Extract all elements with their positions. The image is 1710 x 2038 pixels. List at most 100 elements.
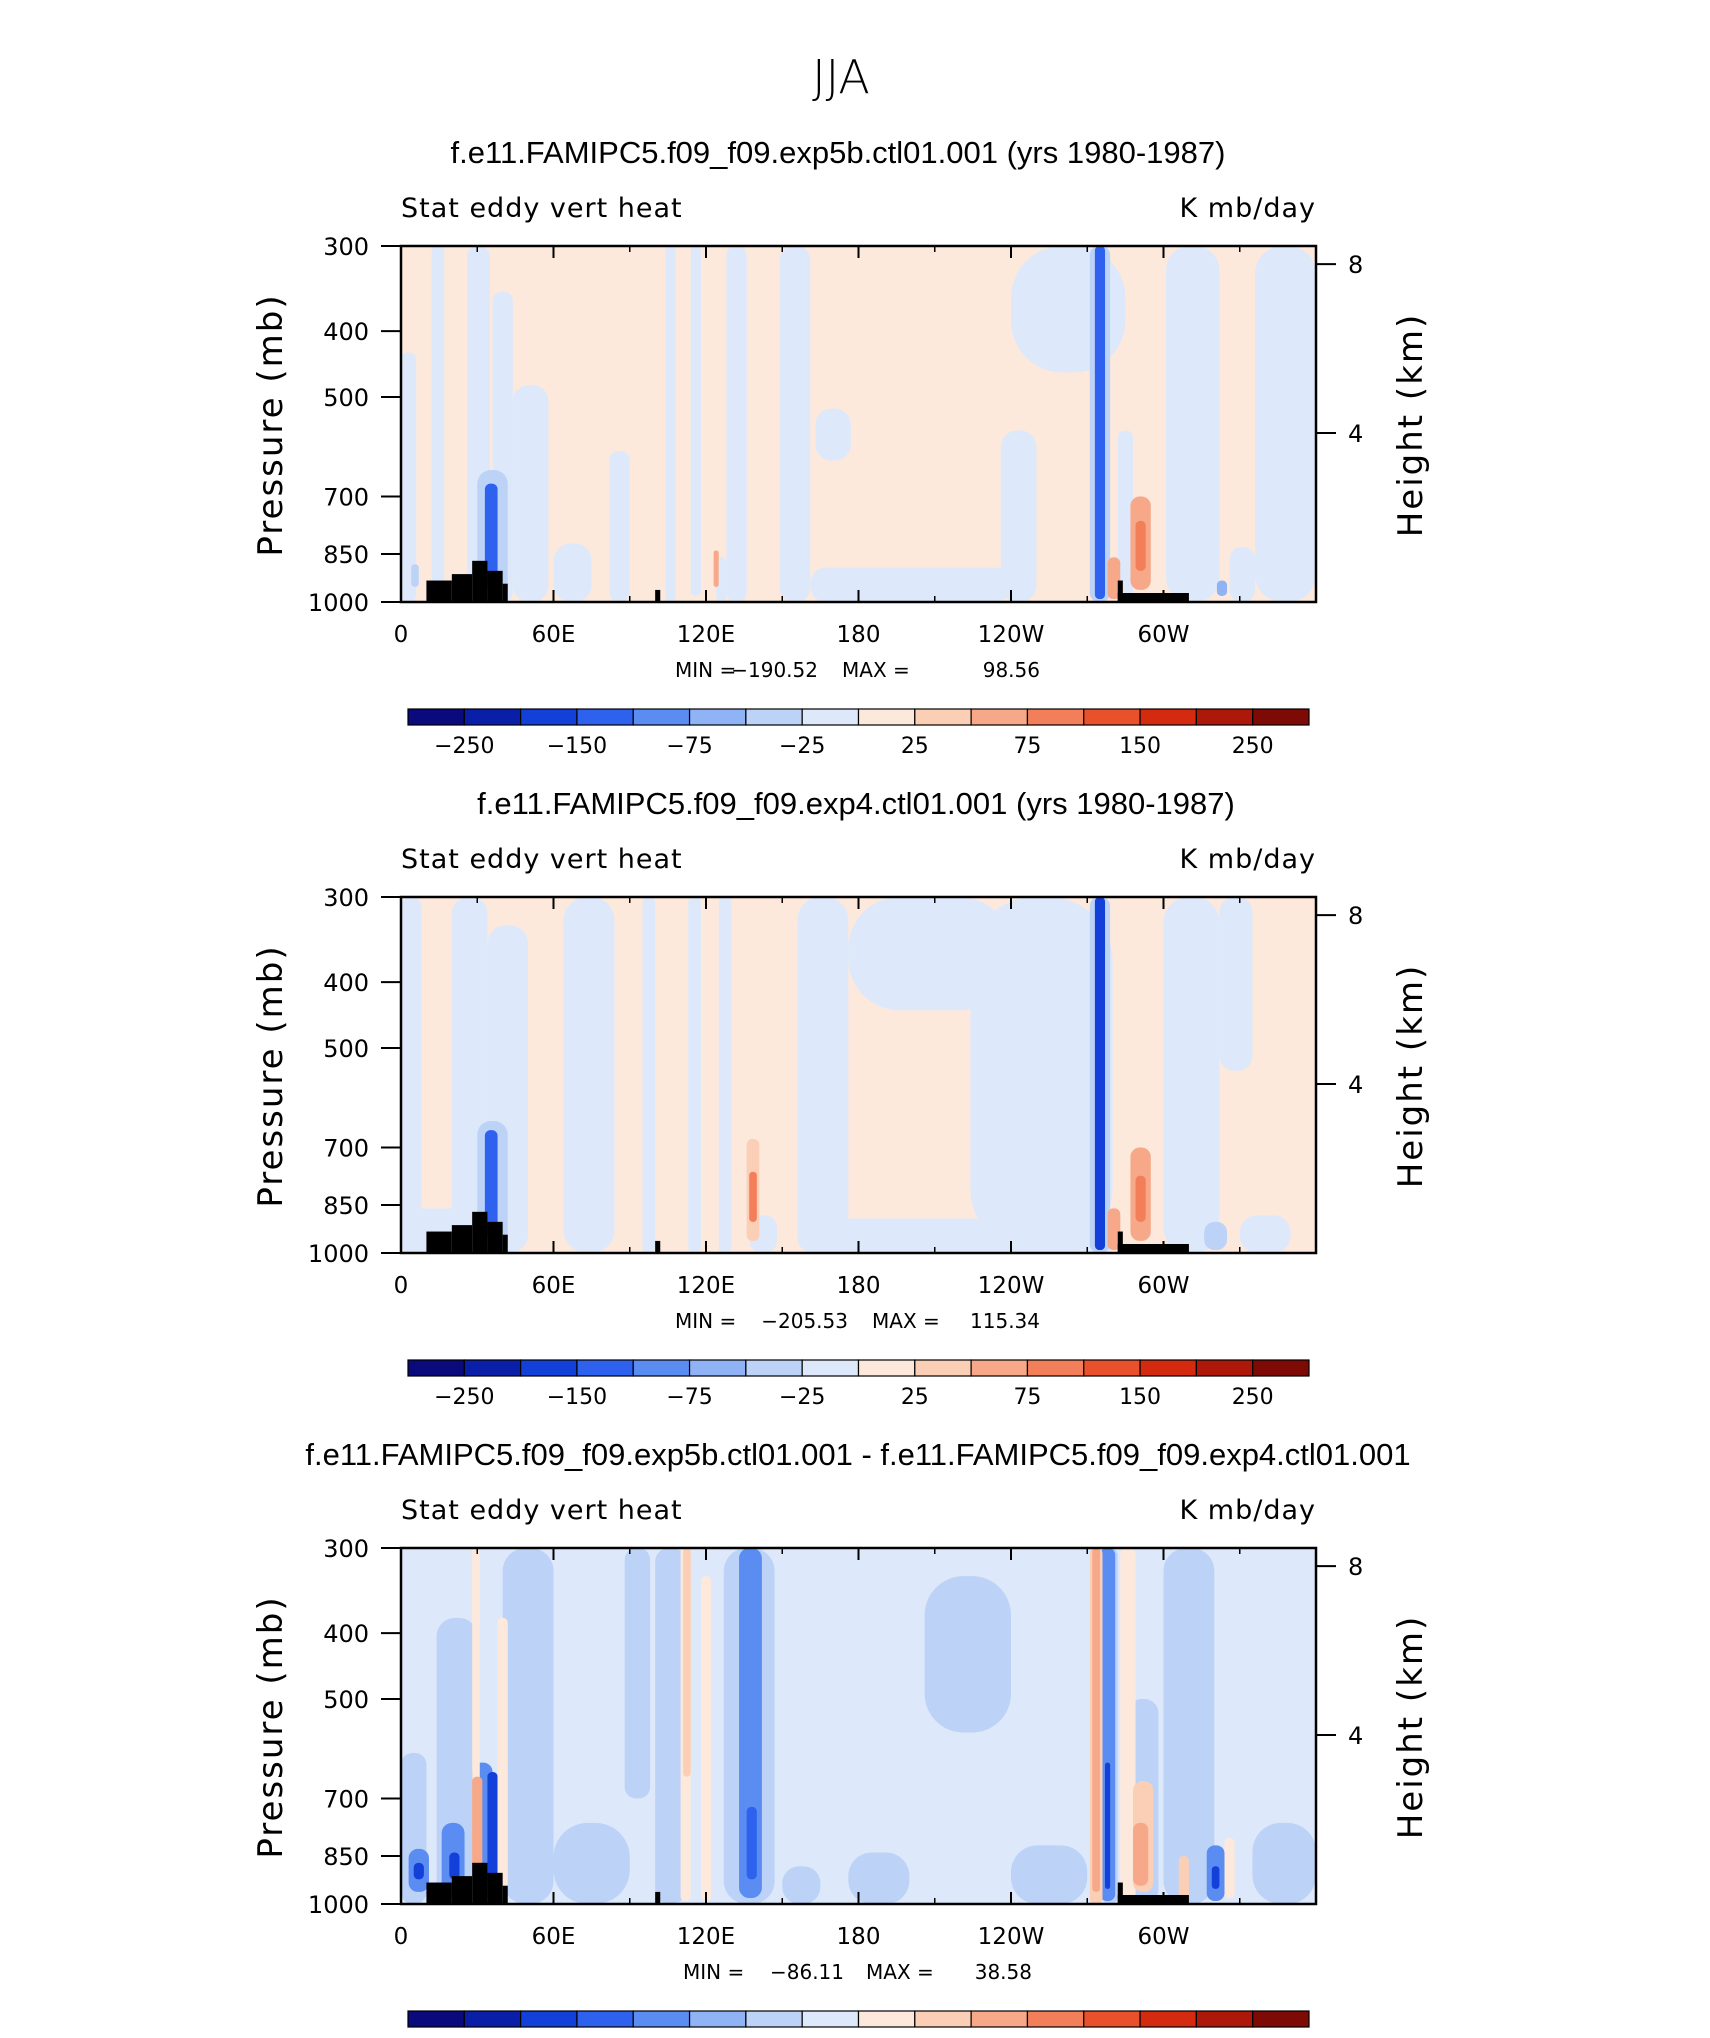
x-tick-label: 60E [532,1273,576,1299]
stats-min-value: −205.53 [761,1309,848,1333]
colorbar-label: 25 [901,1385,929,1410]
contour-patch [782,1866,821,1904]
contour-patch [1120,1548,1136,1904]
left-label: Stat eddy vert heat [401,193,683,224]
y-tick-label: 400 [323,969,369,997]
contour-patch [1094,246,1106,600]
topography [655,1240,661,1253]
panel-title: f.e11.FAMIPC5.f09_f09.exp5b.ctl01.001 - … [305,1437,1410,1472]
x-tick-label: 120E [677,622,735,648]
colorbar-box [1083,2010,1141,2028]
contour-patch [1204,1221,1228,1251]
colorbar-label: 250 [1232,1385,1274,1410]
topography [1117,580,1123,602]
contour-patch [624,1548,651,1799]
colorbar-box [914,2010,972,2028]
stats-min-label: MIN = [675,1309,736,1333]
y-right-axis-label: Height (km) [1391,964,1431,1189]
contour-patch [512,384,549,602]
contour-patch [690,246,701,597]
colorbar-box [1083,708,1141,726]
right-label: K mb/day [1180,1495,1317,1526]
colorbar-label: −250 [434,734,494,759]
contour-patch [1178,1855,1189,1902]
colorbar-box [407,708,465,726]
colorbar-label: 10 [957,2036,985,2038]
x-tick-label: 60W [1137,1273,1189,1299]
x-tick-label: 180 [837,622,881,648]
colorbar-box [576,708,634,726]
topography [1117,1243,1189,1253]
contour-patch [1117,430,1133,602]
y-tick-label: 1000 [308,589,369,617]
colorbar-box [1252,1359,1310,1377]
x-tick-label: 60W [1137,1924,1189,1950]
colorbar-box [1139,2010,1197,2028]
stats-max-value: 115.34 [970,1309,1040,1333]
contour-patch [726,246,747,602]
panel-bottom: f.e11.FAMIPC5.f09_f09.exp5b.ctl01.001 - … [251,1437,1431,2038]
stats-min-value: −86.11 [770,1960,844,1984]
colorbar-label: −40 [610,2036,656,2038]
contour-patch [497,1617,508,1902]
colorbar-label: 40 [1070,2036,1098,2038]
colorbar-box [632,708,691,726]
contour-patch [1216,580,1228,597]
colorbar-label: −25 [779,734,825,759]
colorbar-box [688,708,747,726]
y-tick-label: 300 [323,1535,369,1563]
topography [426,580,452,602]
plot-area [401,897,1316,1253]
colorbar-box [576,1359,634,1377]
contour-patch [484,1130,498,1238]
topography [472,560,488,602]
contour-patch [484,483,498,587]
topography [655,1891,661,1904]
contour-patch [563,897,615,1253]
stats-min-label: MIN = [683,1960,744,1984]
x-tick-label: 60E [532,1924,576,1950]
contour-patch [810,567,1011,602]
colorbar-label: 150 [1119,734,1161,759]
topography [1117,1882,1123,1904]
stats-max-label: MAX = [842,658,910,682]
colorbar-label: −150 [547,1385,607,1410]
y-tick-label: 850 [323,1843,369,1871]
contour-patch [746,1806,757,1880]
contour-patch [1135,1175,1146,1222]
x-tick-label: 120W [978,1924,1045,1950]
x-tick-label: 60W [1137,622,1189,648]
contour-patch [970,897,1113,1253]
y-tick-label: 400 [323,318,369,346]
stats-max-value: 98.56 [983,658,1040,682]
left-label: Stat eddy vert heat [401,844,683,875]
contour-patch [1229,546,1255,602]
contour-patch [1135,520,1146,571]
stats-max-label: MAX = [872,1309,940,1333]
colorbar-box [857,2010,916,2028]
y-right-tick-label: 4 [1348,420,1363,448]
left-label: Stat eddy vert heat [401,1495,683,1526]
contour-patch [665,246,676,602]
colorbar-box [914,1359,972,1377]
contour-patch [413,1862,424,1880]
contour-patch [718,897,732,1253]
colorbar-box [1139,1359,1197,1377]
topography [502,583,508,602]
y-tick-label: 850 [323,541,369,569]
topography [472,1211,488,1253]
colorbar-box [970,2010,1029,2028]
stats-max-value: 38.58 [975,1960,1032,1984]
colorbar-box [857,1359,916,1377]
stats-max-label: MAX = [866,1960,934,1984]
contour-patch [1255,246,1316,602]
colorbar-label: −75 [666,1385,712,1410]
contour-patch [1000,430,1037,602]
colorbar-label: 150 [1119,1385,1161,1410]
y-tick-label: 500 [323,1686,369,1714]
topography [426,1882,452,1904]
colorbar-label: −25 [779,1385,825,1410]
contour-patch [487,1772,498,1892]
y-axis-label: Pressure (mb) [251,1595,291,1858]
